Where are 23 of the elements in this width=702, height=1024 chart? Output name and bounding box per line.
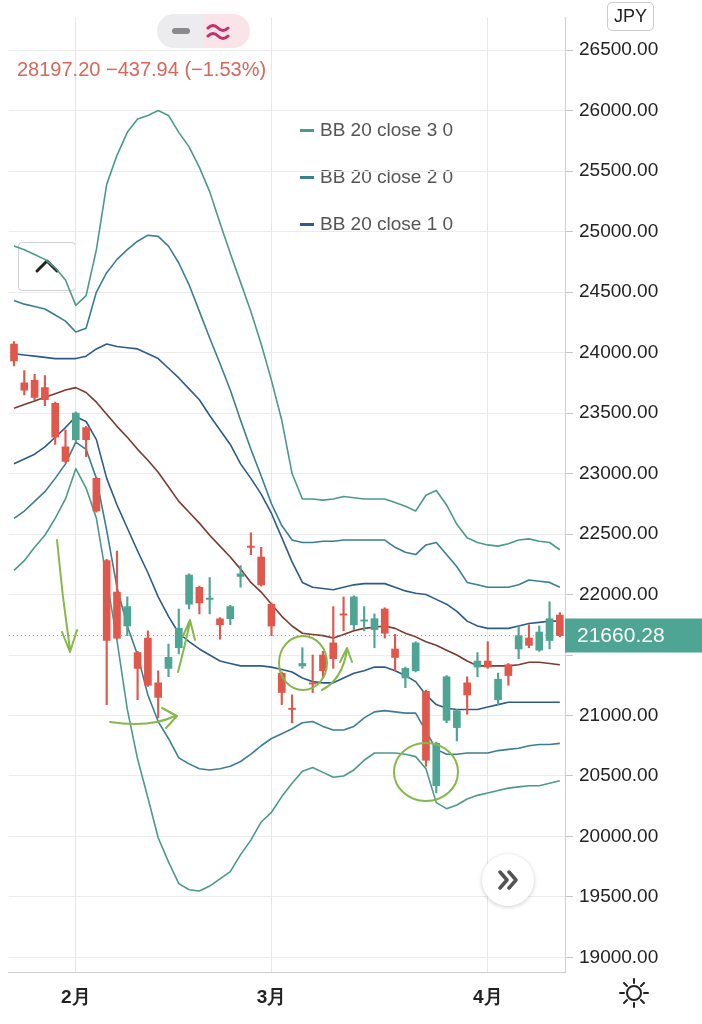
ref-line-label: 21660.28 xyxy=(577,623,665,647)
y-tick-label: 20500.00 xyxy=(579,764,659,786)
y-tick-label: 22000.00 xyxy=(579,582,659,604)
y-tick-label: 19500.00 xyxy=(579,885,659,907)
y-tick-label: 23000.00 xyxy=(579,461,659,483)
y-tick-label: 23500.00 xyxy=(579,401,659,423)
legend-label: BB 20 close 1 0 xyxy=(320,213,454,235)
y-tick-label: 21000.00 xyxy=(579,703,659,725)
y-tick-label: 19000.00 xyxy=(579,945,659,967)
y-tick-label: 26500.00 xyxy=(579,38,659,60)
y-tick-label: 26000.00 xyxy=(579,98,659,120)
legend-label: BB 20 close 3 0 xyxy=(320,119,454,141)
x-tick-label: 2月 xyxy=(61,985,91,1007)
y-tick-label: 25000.00 xyxy=(579,219,659,241)
text: JPY xyxy=(606,2,654,31)
y-tick-label: 24000.00 xyxy=(579,340,659,362)
y-tick-label: 25500.00 xyxy=(579,159,659,181)
x-tick-label: 3月 xyxy=(256,985,287,1007)
y-tick-label: 22500.00 xyxy=(579,522,659,544)
x-tick-label: 4月 xyxy=(472,985,503,1007)
y-tick-label: 24500.00 xyxy=(579,280,659,302)
text: 28197.20 −437.94 (−1.53%) xyxy=(17,58,267,81)
y-tick-label: 20000.00 xyxy=(579,824,659,846)
